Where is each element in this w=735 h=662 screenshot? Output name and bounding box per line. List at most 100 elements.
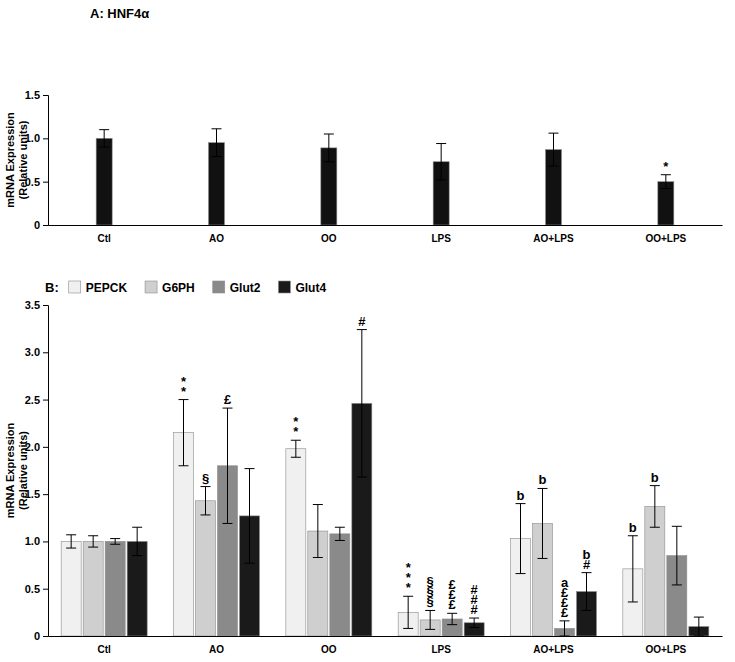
error-whisker [452, 613, 453, 624]
significance-label: £ [224, 392, 232, 407]
significance-char: * [293, 424, 299, 439]
x-tick-label: AO [209, 644, 224, 655]
x-tick-label: LPS [431, 233, 451, 244]
error-bar [425, 610, 435, 629]
y-tick: 1.5 [25, 89, 48, 101]
y-tick: 0 [34, 219, 48, 231]
y-tick-mark [43, 305, 48, 306]
significance-char: * [406, 580, 412, 595]
plot-area [61, 330, 709, 636]
error-bar [313, 505, 323, 558]
x-axis-line [49, 225, 723, 226]
significance-char: b [651, 470, 659, 485]
significance-label: *** [406, 560, 412, 595]
significance-label: a£££ [561, 575, 569, 620]
y-tick: 3.5 [25, 299, 48, 311]
error-cap [538, 488, 548, 489]
y-tick-label: 3.5 [25, 299, 40, 311]
x-axis: CtlAOOOLPSAO+LPSOO+LPS [49, 225, 723, 244]
legend-swatch [278, 281, 290, 293]
significance-label: # [358, 314, 366, 329]
significance-char: # [583, 557, 591, 572]
error-cap [179, 399, 189, 400]
significance-label: ** [181, 374, 187, 399]
x-tick-label: OO+LPS [645, 233, 686, 244]
x-tick-label: AO+LPS [533, 233, 574, 244]
error-cap [549, 166, 559, 167]
y-tick-mark [43, 400, 48, 401]
error-cap [88, 535, 98, 536]
error-cap [324, 134, 334, 135]
x-tick: Ctl [97, 225, 111, 244]
x-tick: AO+LPS [533, 636, 574, 655]
y-axis-title: mRNA Expression(Relative units) [4, 422, 29, 518]
significance-label: §§§ [427, 574, 434, 609]
error-cap [335, 527, 345, 528]
significance-char: £ [224, 392, 232, 407]
error-whisker [676, 526, 677, 585]
error-cap [403, 596, 413, 597]
error-cap [538, 558, 548, 559]
bar [96, 138, 112, 225]
y-tick-label: 1.0 [25, 535, 40, 547]
error-bar [132, 527, 142, 555]
error-cap [436, 179, 446, 180]
x-tick-label: OO [321, 233, 337, 244]
error-cap [560, 636, 570, 637]
error-cap [516, 503, 526, 504]
x-axis-line [49, 636, 723, 637]
error-cap [694, 617, 704, 618]
y-tick-label: 0 [34, 630, 40, 642]
y-axis-title-line: mRNA Expression [4, 112, 16, 208]
significance-char: * [181, 384, 187, 399]
error-cap [425, 629, 435, 630]
legend-label: Glut2 [230, 281, 261, 295]
significance-char: # [471, 602, 479, 617]
error-cap [179, 465, 189, 466]
error-whisker [564, 621, 565, 636]
x-tick-label: Ctl [97, 644, 111, 655]
significance-label: b [629, 520, 637, 535]
x-tick: OO+LPS [645, 225, 686, 244]
error-bar [694, 617, 704, 636]
bar [286, 449, 306, 636]
error-cap [245, 563, 255, 564]
figure: * 0 0.5 1.0 1.5 Ctl AO OO LPS AO+LPS OO+LPS mRNA Ex… [0, 0, 735, 662]
error-cap [132, 555, 142, 556]
y-tick-mark [43, 541, 48, 542]
error-whisker [317, 505, 318, 558]
x-tick: OO [321, 225, 337, 244]
error-cap [99, 129, 109, 130]
error-cap [99, 147, 109, 148]
error-bar [628, 536, 638, 602]
error-bar [447, 613, 457, 624]
error-cap [672, 526, 682, 527]
y-tick-label: 2.5 [25, 394, 40, 406]
error-bar [223, 408, 233, 523]
error-whisker [339, 527, 340, 540]
error-bar [66, 535, 76, 548]
error-cap [201, 514, 211, 515]
x-tick: OO [321, 636, 337, 655]
error-cap [88, 547, 98, 548]
error-cap [661, 188, 671, 189]
error-whisker [361, 330, 362, 478]
error-cap [661, 174, 671, 175]
y-tick-label: 0.5 [25, 583, 40, 595]
x-tick: AO+LPS [533, 225, 574, 244]
error-cap [324, 161, 334, 162]
bar [61, 541, 81, 636]
significance-label: b [517, 488, 525, 503]
error-cap [357, 477, 367, 478]
chart: *00.51.01.5CtlAOOOLPSAO+LPSOO+LPSmRNA Ex… [4, 6, 723, 244]
significance-label: * [663, 159, 669, 174]
error-cap [436, 143, 446, 144]
y-tick-mark [43, 589, 48, 590]
error-whisker [249, 469, 250, 564]
chart-title: B: [45, 280, 59, 295]
error-bar [245, 469, 255, 564]
significance-char: § [427, 594, 434, 609]
error-whisker [474, 618, 475, 627]
error-bar [560, 621, 570, 636]
error-bar [661, 175, 671, 189]
